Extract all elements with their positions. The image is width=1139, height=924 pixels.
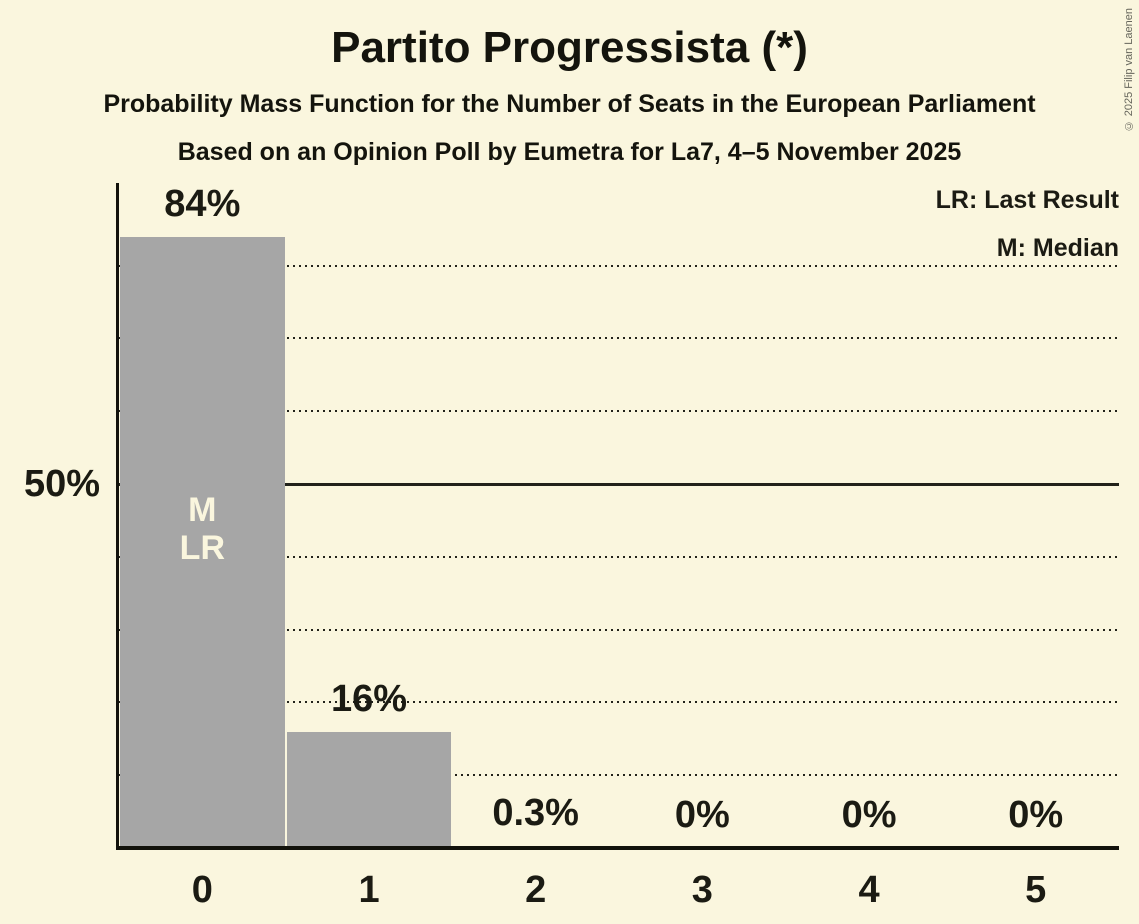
x-tick-label-5: 5 [1025, 869, 1047, 911]
gridline-60pct [119, 410, 1119, 413]
gridline-20pct [119, 701, 1119, 704]
bar-value-label-seat-5: 0% [1008, 794, 1064, 836]
bar-column-seat-1: 16% [286, 183, 453, 848]
gridline-50pct [119, 482, 1119, 486]
median-marker: M [188, 491, 217, 529]
plot-area: 84% M LR 16% 0.3% 0% 0% [116, 183, 1119, 850]
bar-value-label-seat-1: 16% [330, 677, 408, 720]
page-title: Partito Progressista (*) [331, 23, 808, 72]
last-result-marker: LR [179, 529, 225, 567]
bar-value-label-seat-2: 0.3% [492, 791, 579, 834]
bar-value-label-seat-4: 0% [841, 794, 897, 836]
gridline-10pct [119, 774, 1119, 777]
x-axis-line [116, 846, 1119, 850]
gridline-30pct [119, 628, 1119, 631]
x-tick-label-0: 0 [191, 869, 213, 911]
chart-subtitle: Probability Mass Function for the Number… [103, 90, 1036, 118]
y-axis-tick-label: 50% [23, 463, 100, 505]
bar-column-seat-3: 0% [619, 183, 786, 848]
bars-container: 84% M LR 16% 0.3% 0% 0% [119, 183, 1119, 848]
x-tick-label-3: 3 [691, 869, 713, 911]
gridline-40pct [119, 555, 1119, 558]
gridline-80pct [119, 264, 1119, 267]
bar-value-label-seat-0: 84% [164, 182, 241, 225]
y-axis-line [116, 183, 119, 850]
bar-seat-0 [120, 236, 285, 848]
legend-median: M: Median [996, 234, 1119, 262]
x-tick-label-4: 4 [858, 869, 880, 911]
x-tick-label-1: 1 [358, 869, 380, 911]
bar-column-seat-4: 0% [786, 183, 953, 848]
gridline-70pct [119, 337, 1119, 340]
copyright-notice: © 2025 Filip van Laenen [1123, 8, 1135, 132]
x-tick-label-2: 2 [525, 869, 547, 911]
bar-value-label-seat-3: 0% [674, 794, 730, 836]
x-axis-tick-labels: 0 1 2 3 4 5 [119, 871, 1119, 909]
legend-last-result: LR: Last Result [935, 186, 1119, 214]
median-last-result-annotation: M LR [119, 491, 286, 567]
chart-source-line: Based on an Opinion Poll by Eumetra for … [177, 138, 962, 166]
bar-column-seat-5: 0% [952, 183, 1119, 848]
bar-column-seat-0: 84% M LR [119, 183, 286, 848]
bar-column-seat-2: 0.3% [452, 183, 619, 848]
bar-seat-1 [286, 731, 452, 848]
